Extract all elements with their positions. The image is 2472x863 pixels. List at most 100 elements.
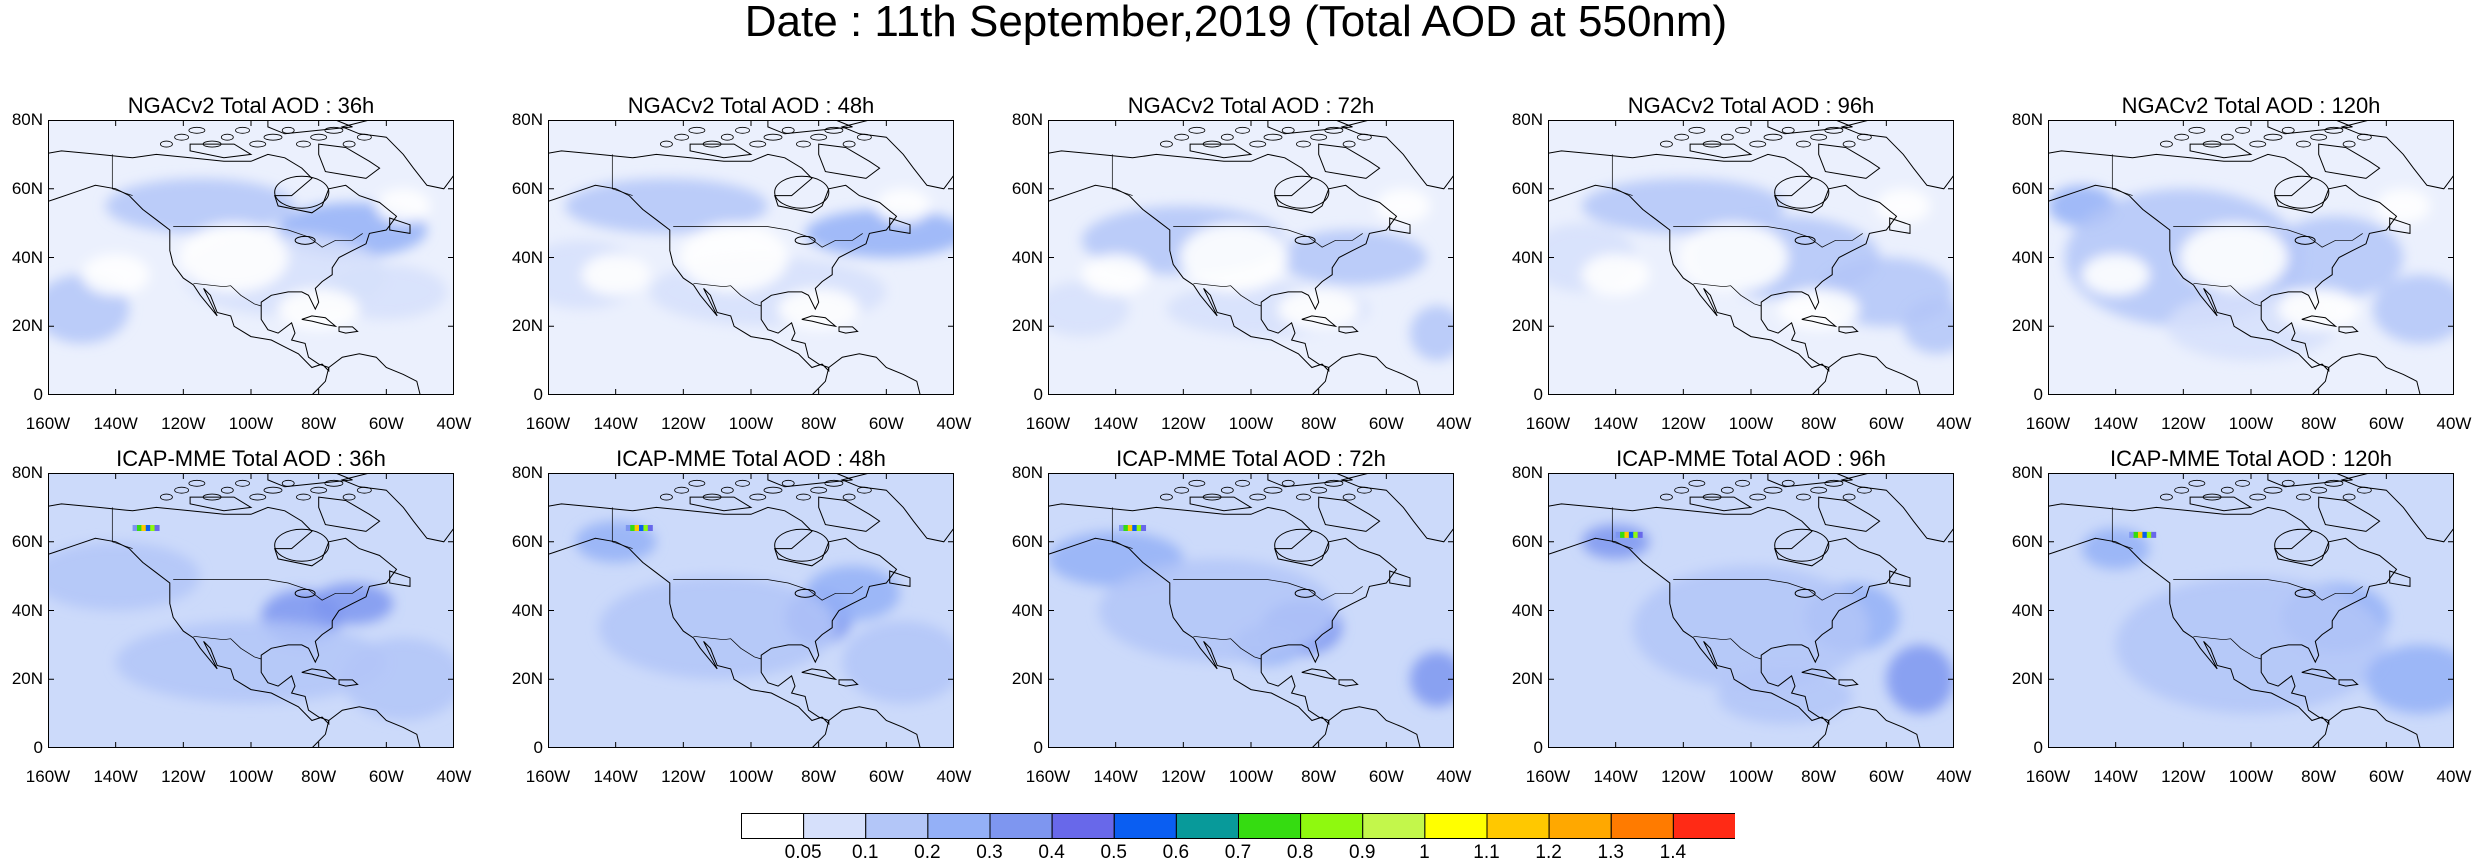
coastline (2301, 668, 2338, 681)
coastline (2048, 150, 2398, 373)
aod-patch (115, 620, 387, 704)
arctic-island (160, 493, 173, 501)
border-alaska (111, 507, 133, 549)
coastline (1311, 353, 1421, 395)
border-alaska (1611, 154, 1633, 196)
arctic-island (1688, 126, 1706, 134)
lon-tick-label: 100W (728, 767, 774, 786)
arctic-island (1856, 133, 1872, 141)
arctic-island (1356, 486, 1372, 494)
coastline (2340, 473, 2454, 543)
arctic-island (2235, 126, 2250, 134)
arctic-island (1160, 140, 1173, 148)
arctic-island (688, 126, 706, 134)
coastline (818, 143, 881, 179)
arctic-island (2202, 493, 2222, 501)
arctic-island (720, 486, 734, 494)
lon-tick-label: 120W (161, 414, 206, 433)
lon-tick-label: 40W (936, 767, 972, 786)
lon-tick-label: 160W (525, 414, 571, 433)
arctic-island (1702, 493, 1722, 501)
lat-tick-label: 80N (511, 463, 543, 482)
lon-tick-label: 140W (1093, 414, 1138, 433)
arctic-island (1796, 140, 1811, 148)
hudson-bay (274, 175, 330, 209)
map-panel: NGACv2 Total AOD : 72h 0 20N 40N 60N 80N 160W 1… (1012, 0, 1472, 433)
hudson-bay (774, 175, 830, 209)
lat-tick-label: 60N (11, 531, 43, 551)
colorbar-bin (1113, 813, 1177, 839)
panel-title: ICAP-MME Total AOD : 36h (116, 446, 386, 471)
arctic-island (2281, 126, 2295, 134)
arctic-island (1202, 140, 1222, 148)
arctic-island (188, 479, 206, 487)
lon-tick-label: 140W (1593, 414, 1638, 433)
arctic-island (2160, 493, 2173, 501)
coastline (2389, 570, 2411, 587)
border-us-canada (1173, 226, 1363, 248)
aod-patch (1886, 644, 1954, 714)
aod-patch (2366, 644, 2454, 714)
lon-tick-label: 120W (161, 767, 206, 786)
lat-tick-label: 20N (11, 316, 43, 336)
arctic-island (188, 126, 206, 134)
arctic-island (324, 479, 344, 487)
colorbar-label: 1.2 (1535, 842, 1562, 863)
arctic-island (810, 133, 828, 141)
colorbar-bin (865, 813, 929, 839)
arctic-island (2281, 479, 2295, 487)
coastline (1801, 668, 1838, 681)
arctic-island (702, 140, 722, 148)
lon-tick-label: 140W (93, 414, 138, 433)
lon-tick-label: 40W (436, 414, 472, 433)
arctic-island (1781, 479, 1795, 487)
coastline (2318, 496, 2381, 532)
colorbar-bin (1362, 813, 1426, 839)
arctic-island (1324, 126, 1344, 134)
lat-tick-label: 80N (2011, 463, 2043, 482)
arctic-island (1660, 140, 1673, 148)
coastline (2189, 143, 2253, 159)
arctic-island (356, 486, 372, 494)
aod-map (2048, 473, 2454, 748)
lon-tick-label: 80W (801, 767, 837, 786)
lon-tick-label: 160W (1025, 767, 1071, 786)
lon-tick-label: 160W (2025, 767, 2071, 786)
lon-tick-label: 100W (2228, 767, 2274, 786)
great-lakes (1294, 588, 1316, 598)
low-aod-patch (1376, 188, 1431, 224)
arctic-island (220, 486, 234, 494)
lon-tick-label: 40W (1936, 414, 1972, 433)
plume-cell (634, 525, 640, 531)
border-us-canada (673, 226, 863, 248)
coastline (311, 706, 421, 748)
colorbar-label: 1.4 (1659, 842, 1687, 863)
arctic-island (2220, 486, 2234, 494)
arctic-island (1720, 133, 1734, 141)
arctic-island (735, 126, 750, 134)
arctic-island (1688, 479, 1706, 487)
plume-cell (2129, 531, 2135, 538)
arctic-island (660, 493, 673, 501)
arctic-island (2324, 126, 2344, 134)
lat-tick-label: 20N (1511, 316, 1543, 336)
panel-title: ICAP-MME Total AOD : 96h (1616, 446, 1886, 471)
arctic-island (160, 140, 173, 148)
colorbar-label: 0.05 (784, 842, 822, 863)
coastline (1318, 143, 1381, 179)
lon-tick-label: 80W (2301, 414, 2337, 433)
plume-cell (2142, 531, 2148, 538)
aod-map (48, 120, 454, 395)
panel-title: NGACv2 Total AOD : 120h (2121, 93, 2381, 118)
arctic-island (2296, 493, 2311, 501)
arctic-island (2202, 140, 2222, 148)
colorbar-label: 0.3 (976, 842, 1003, 863)
lon-tick-label: 40W (2436, 767, 2472, 786)
aod-patch (1048, 281, 1130, 337)
lon-tick-label: 140W (2093, 767, 2138, 786)
border-alaska (611, 507, 633, 549)
aod-patch (2267, 216, 2404, 299)
coastline (189, 143, 253, 159)
coastline (1338, 679, 1359, 687)
lon-tick-label: 120W (1161, 767, 1206, 786)
